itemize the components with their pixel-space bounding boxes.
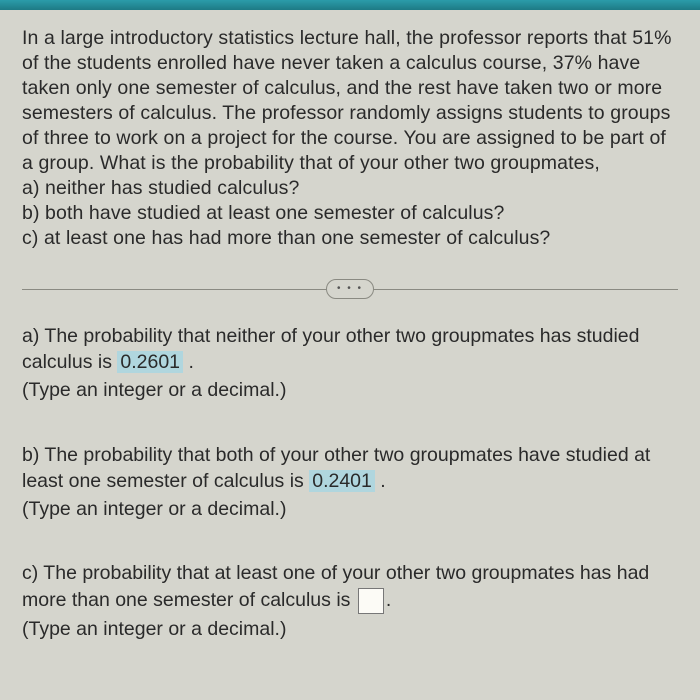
problem-intro: In a large introductory statistics lectu…: [22, 27, 672, 174]
spacer: [22, 404, 678, 422]
answer-c-input[interactable]: [358, 588, 384, 614]
answer-c-text-pre: c) The probability that at least one of …: [22, 562, 649, 610]
answer-a-instruction: (Type an integer or a decimal.): [22, 377, 678, 403]
expand-pill[interactable]: • • •: [326, 279, 374, 299]
answer-c: c) The probability that at least one of …: [22, 560, 678, 641]
answer-a-text-pre: a) The probability that neither of your …: [22, 325, 640, 373]
answer-a-text-post: .: [183, 351, 194, 373]
answer-b-text-post: .: [375, 470, 386, 492]
section-divider: • • •: [22, 279, 678, 301]
problem-part-a: a) neither has studied calculus?: [22, 177, 299, 199]
ellipsis-icon: • • •: [337, 283, 363, 294]
answer-c-text-post: .: [386, 589, 391, 611]
top-accent-bar: [0, 0, 700, 10]
answer-c-instruction: (Type an integer or a decimal.): [22, 616, 678, 642]
answer-b: b) The probability that both of your oth…: [22, 442, 678, 523]
answer-b-instruction: (Type an integer or a decimal.): [22, 496, 678, 522]
problem-statement: In a large introductory statistics lectu…: [22, 26, 678, 251]
spacer: [22, 522, 678, 540]
problem-part-b: b) both have studied at least one semest…: [22, 202, 504, 224]
answer-a: a) The probability that neither of your …: [22, 323, 678, 404]
problem-part-c: c) at least one has had more than one se…: [22, 227, 550, 249]
answer-a-value[interactable]: 0.2601: [117, 351, 183, 373]
answer-b-value[interactable]: 0.2401: [309, 470, 375, 492]
content-container: In a large introductory statistics lectu…: [0, 10, 700, 642]
